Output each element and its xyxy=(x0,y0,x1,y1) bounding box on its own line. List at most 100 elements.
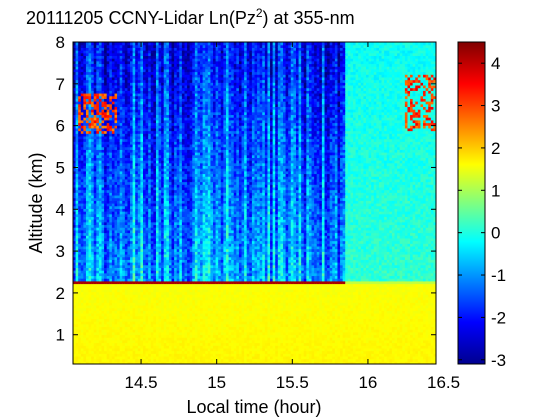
heatmap-cell xyxy=(106,307,110,311)
heatmap-cell xyxy=(158,98,162,102)
heatmap-cell xyxy=(135,149,139,153)
heatmap-cell xyxy=(153,326,157,330)
heatmap-cell xyxy=(78,157,82,161)
heatmap-cell xyxy=(153,192,157,196)
heatmap-cell xyxy=(114,358,118,362)
heatmap-cell xyxy=(171,237,175,242)
heatmap-cell xyxy=(96,256,100,260)
heatmap-cell xyxy=(119,157,123,161)
heatmap-cell xyxy=(96,278,100,282)
heatmap-cell xyxy=(137,133,142,137)
heatmap-cell xyxy=(145,98,149,102)
heatmap-cell xyxy=(145,165,149,169)
heatmap-cell xyxy=(137,235,142,239)
heatmap-cell xyxy=(174,98,178,102)
heatmap-cell xyxy=(166,146,170,150)
heatmap-cell xyxy=(117,106,121,110)
heatmap-cell xyxy=(106,92,110,97)
heatmap-cell xyxy=(135,275,139,279)
heatmap-cell xyxy=(145,286,149,290)
heatmap-cell xyxy=(106,296,110,301)
heatmap-cell xyxy=(80,304,84,309)
heatmap-cell xyxy=(150,152,154,156)
heatmap-cell xyxy=(85,173,90,177)
heatmap-cell xyxy=(168,178,173,183)
heatmap-cell xyxy=(96,224,100,228)
heatmap-cell xyxy=(93,216,97,220)
heatmap-cell xyxy=(171,122,175,126)
heatmap-cell xyxy=(104,103,108,107)
heatmap-cell xyxy=(176,323,180,328)
heatmap-cell xyxy=(119,197,123,201)
heatmap-cell xyxy=(166,262,170,266)
heatmap-cell xyxy=(111,189,116,193)
heatmap-cell xyxy=(80,114,84,118)
heatmap-cell xyxy=(150,84,154,89)
heatmap-cell xyxy=(148,345,152,349)
heatmap-cell xyxy=(163,240,167,244)
heatmap-cell xyxy=(83,162,87,167)
heatmap-cell xyxy=(176,318,180,322)
heatmap-cell xyxy=(122,181,126,185)
heatmap-cell xyxy=(171,256,175,260)
heatmap-cell xyxy=(130,181,134,185)
heatmap-cell xyxy=(106,259,110,263)
heatmap-cell xyxy=(101,248,105,252)
heatmap-cell xyxy=(174,74,178,78)
heatmap-cell xyxy=(150,47,154,51)
heatmap-cell xyxy=(91,345,95,349)
heatmap-cell xyxy=(91,337,95,341)
heatmap-cell xyxy=(155,127,160,132)
heatmap-cell xyxy=(155,243,160,247)
heatmap-cell xyxy=(124,146,129,150)
heatmap-cell xyxy=(101,63,105,67)
heatmap-cell xyxy=(73,329,77,333)
heatmap-cell xyxy=(117,189,121,193)
heatmap-cell xyxy=(135,208,139,212)
heatmap-cell xyxy=(163,286,167,290)
heatmap-cell xyxy=(174,55,178,59)
heatmap-cell xyxy=(109,71,113,75)
heatmap-cell xyxy=(130,186,134,191)
heatmap-cell xyxy=(93,213,97,218)
heatmap-cell xyxy=(155,219,160,223)
heatmap-cell xyxy=(153,205,157,209)
heatmap-cell xyxy=(150,342,154,346)
heatmap-cell xyxy=(124,71,129,75)
heatmap-cell xyxy=(143,347,147,352)
heatmap-cell xyxy=(117,149,121,153)
heatmap-cell xyxy=(98,240,103,244)
heatmap-cell xyxy=(145,92,149,97)
heatmap-cell xyxy=(140,55,144,59)
heatmap-cell xyxy=(145,235,149,239)
heatmap-cell xyxy=(104,186,108,191)
heatmap-cell xyxy=(88,337,92,341)
heatmap-cell xyxy=(111,235,116,239)
heatmap-cell xyxy=(161,259,165,263)
heatmap-cell xyxy=(109,294,113,298)
heatmap-cell xyxy=(104,286,108,290)
heatmap-cell xyxy=(93,58,97,62)
heatmap-cell xyxy=(111,181,116,185)
heatmap-cell xyxy=(91,203,95,207)
heatmap-cell xyxy=(88,68,92,73)
heatmap-cell xyxy=(124,211,129,215)
heatmap-cell xyxy=(78,270,82,274)
heatmap-cell xyxy=(124,229,129,234)
heatmap-cell xyxy=(104,235,108,239)
heatmap-cell xyxy=(85,232,90,236)
heatmap-cell xyxy=(179,165,183,169)
heatmap-cell xyxy=(135,205,139,209)
heatmap-cell xyxy=(176,117,180,121)
heatmap-cell xyxy=(132,259,136,263)
heatmap-cell xyxy=(111,47,116,51)
heatmap-cell xyxy=(140,270,144,274)
heatmap-cell xyxy=(83,82,87,86)
heatmap-cell xyxy=(148,50,152,54)
heatmap-cell xyxy=(124,296,129,301)
heatmap-cell xyxy=(106,321,110,325)
heatmap-cell xyxy=(174,329,178,333)
heatmap-cell xyxy=(101,270,105,274)
heatmap-cell xyxy=(155,68,160,73)
heatmap-cell xyxy=(171,178,175,183)
